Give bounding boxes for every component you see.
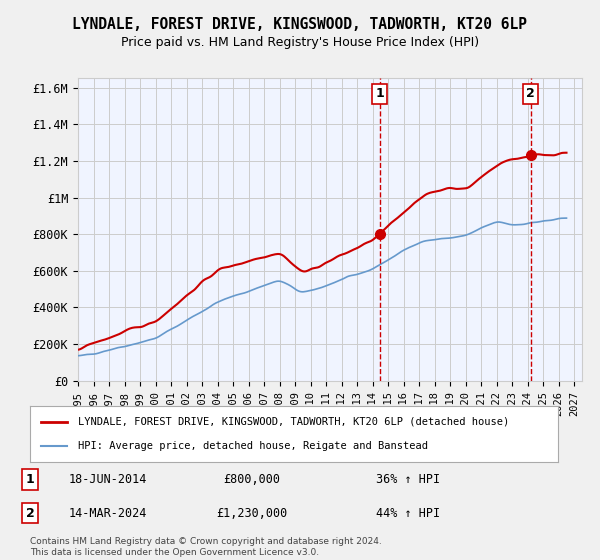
- Text: 2: 2: [526, 87, 535, 100]
- Text: LYNDALE, FOREST DRIVE, KINGSWOOD, TADWORTH, KT20 6LP: LYNDALE, FOREST DRIVE, KINGSWOOD, TADWOR…: [73, 17, 527, 32]
- Text: HPI: Average price, detached house, Reigate and Banstead: HPI: Average price, detached house, Reig…: [77, 441, 428, 451]
- Text: 36% ↑ HPI: 36% ↑ HPI: [376, 473, 440, 486]
- Text: LYNDALE, FOREST DRIVE, KINGSWOOD, TADWORTH, KT20 6LP (detached house): LYNDALE, FOREST DRIVE, KINGSWOOD, TADWOR…: [77, 417, 509, 427]
- Text: Contains HM Land Registry data © Crown copyright and database right 2024.: Contains HM Land Registry data © Crown c…: [30, 537, 382, 546]
- Text: 1: 1: [376, 87, 384, 100]
- Text: 1: 1: [26, 473, 34, 486]
- Text: 2: 2: [26, 507, 34, 520]
- Text: 44% ↑ HPI: 44% ↑ HPI: [376, 507, 440, 520]
- Text: 18-JUN-2014: 18-JUN-2014: [69, 473, 147, 486]
- Text: £1,230,000: £1,230,000: [217, 507, 287, 520]
- Text: This data is licensed under the Open Government Licence v3.0.: This data is licensed under the Open Gov…: [30, 548, 319, 557]
- Text: £800,000: £800,000: [223, 473, 281, 486]
- Text: Price paid vs. HM Land Registry's House Price Index (HPI): Price paid vs. HM Land Registry's House …: [121, 36, 479, 49]
- Text: 14-MAR-2024: 14-MAR-2024: [69, 507, 147, 520]
